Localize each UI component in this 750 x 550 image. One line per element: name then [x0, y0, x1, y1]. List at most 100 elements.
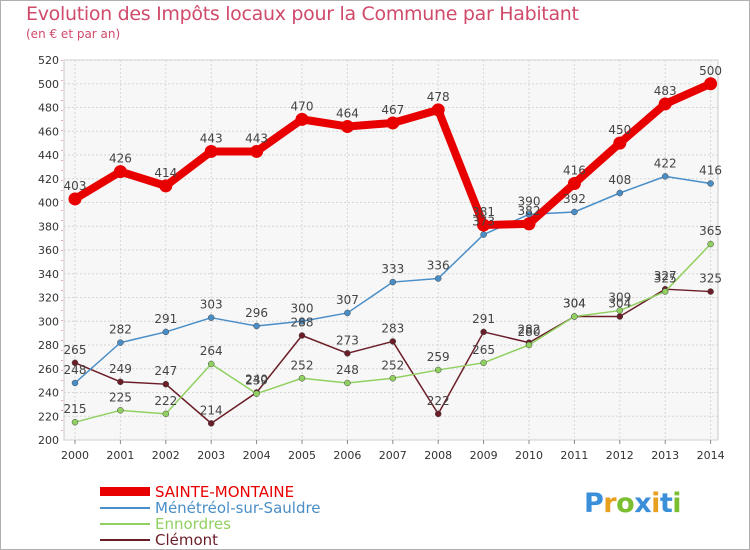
legend-swatch-menetreol: [100, 507, 150, 509]
x-tick-label: 2005: [288, 449, 316, 462]
y-tick-label: 360: [38, 244, 59, 257]
data-label: 265: [64, 343, 87, 357]
series-point-1: [616, 307, 624, 314]
x-tick-label: 2008: [424, 449, 452, 462]
data-label: 336: [427, 259, 450, 273]
series-point-3: [113, 165, 127, 179]
data-label: 247: [154, 364, 177, 378]
x-tick-label: 2010: [515, 449, 543, 462]
data-label: 273: [336, 333, 359, 347]
logo-letter: P: [584, 488, 604, 519]
data-label: 470: [291, 99, 314, 113]
series-point-2: [71, 379, 79, 387]
series-point-0: [71, 359, 79, 367]
y-tick-label: 280: [38, 339, 59, 352]
data-label: 381: [472, 205, 495, 219]
data-label: 291: [154, 312, 177, 326]
x-tick-label: 2011: [560, 449, 588, 462]
data-label: 464: [336, 107, 359, 121]
series-point-1: [707, 240, 714, 248]
series-point-3: [567, 177, 581, 190]
series-point-1: [480, 359, 487, 367]
series-point-1: [162, 410, 170, 418]
series-point-1: [571, 313, 578, 320]
data-label: 248: [336, 363, 359, 377]
x-tick-label: 2012: [606, 449, 634, 462]
data-label: 443: [245, 131, 268, 145]
data-label: 280: [518, 325, 541, 339]
data-label: 304: [608, 297, 631, 311]
y-tick-label: 240: [38, 387, 59, 400]
data-label: 422: [654, 156, 677, 170]
chart-subtitle: (en € et par an): [26, 27, 121, 41]
data-label: 307: [336, 293, 359, 307]
x-tick-label: 2009: [470, 449, 498, 462]
data-label: 408: [608, 173, 631, 187]
series-point-3: [295, 112, 309, 126]
series-point-1: [344, 379, 351, 387]
series-point-0: [344, 350, 351, 357]
x-tick-label: 2004: [243, 449, 271, 462]
y-tick-label: 260: [38, 363, 59, 376]
series-point-3: [522, 217, 536, 231]
logo-letter: r: [603, 488, 617, 519]
series-point-2: [707, 180, 714, 187]
data-label: 222: [154, 394, 177, 408]
data-label: 325: [654, 272, 677, 286]
y-tick-label: 440: [38, 149, 59, 162]
series-point-3: [477, 218, 491, 232]
series-point-0: [117, 378, 124, 386]
data-label: 215: [64, 402, 87, 416]
series-point-2: [480, 231, 487, 238]
y-tick-label: 420: [38, 173, 59, 186]
series-point-2: [434, 275, 442, 282]
series-point-0: [616, 313, 624, 320]
data-label: 300: [291, 301, 314, 315]
series-point-0: [207, 420, 215, 427]
data-label: 282: [109, 323, 132, 337]
y-tick-label: 200: [38, 434, 59, 447]
data-label: 264: [200, 344, 223, 358]
series-point-1: [525, 341, 533, 349]
series-point-0: [162, 380, 170, 388]
y-tick-label: 500: [38, 78, 59, 91]
y-tick-label: 340: [38, 268, 59, 281]
series-point-0: [298, 332, 306, 339]
data-label: 304: [563, 297, 586, 311]
series-point-3: [386, 116, 400, 130]
data-label: 478: [427, 90, 450, 104]
series-point-2: [344, 309, 351, 317]
legend-label-menetreol: Ménétréol-sur-Sauldre: [155, 499, 321, 517]
legend-swatch-ennordres: [100, 523, 150, 525]
data-label: 265: [472, 343, 495, 357]
series-point-3: [658, 97, 672, 111]
series-point-2: [389, 278, 397, 286]
y-tick-label: 300: [38, 315, 59, 328]
series-point-1: [207, 360, 215, 368]
data-label: 252: [381, 358, 404, 372]
legend-label-sainte-montaine: SAINTE-MONTAINE: [155, 483, 295, 501]
series-point-3: [250, 144, 264, 158]
data-label: 390: [518, 194, 541, 208]
data-label: 309: [608, 291, 631, 305]
logo-letter: t: [659, 488, 673, 519]
data-label: 500: [699, 64, 722, 78]
series-point-3: [431, 103, 445, 117]
data-label: 283: [381, 321, 404, 335]
data-label: 416: [699, 164, 722, 178]
data-label: 403: [64, 179, 87, 193]
series-point-2: [616, 189, 624, 197]
series-point-0: [707, 288, 714, 295]
data-label: 333: [381, 262, 404, 276]
data-label: 252: [291, 358, 314, 372]
series-point-2: [207, 314, 215, 321]
data-label: 296: [245, 306, 268, 320]
data-label: 365: [699, 224, 722, 238]
series-point-3: [340, 120, 354, 133]
series-point-1: [71, 418, 79, 426]
data-label: 240: [245, 373, 268, 387]
x-tick-label: 2014: [697, 449, 725, 462]
logo-letter: o: [616, 488, 635, 519]
series-point-1: [389, 375, 397, 382]
